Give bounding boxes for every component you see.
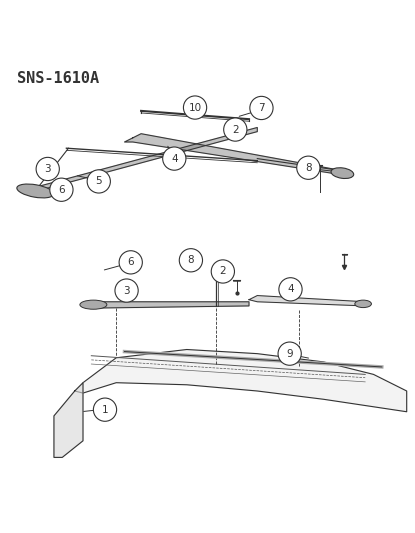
Circle shape: [50, 178, 73, 201]
Polygon shape: [91, 302, 249, 308]
Polygon shape: [249, 296, 365, 306]
Text: 3: 3: [123, 286, 130, 296]
Polygon shape: [75, 350, 407, 412]
Circle shape: [93, 398, 117, 421]
Text: 2: 2: [232, 125, 239, 134]
Text: 10: 10: [188, 102, 202, 112]
Text: 6: 6: [127, 257, 134, 268]
Circle shape: [163, 147, 186, 170]
Text: 5: 5: [95, 176, 102, 187]
Ellipse shape: [355, 300, 371, 308]
Text: 2: 2: [220, 266, 226, 277]
Circle shape: [224, 118, 247, 141]
Text: 3: 3: [44, 164, 51, 174]
Circle shape: [279, 278, 302, 301]
Circle shape: [87, 170, 110, 193]
Circle shape: [36, 157, 59, 181]
Text: 8: 8: [188, 255, 194, 265]
Polygon shape: [54, 383, 83, 457]
Text: 1: 1: [102, 405, 108, 415]
Circle shape: [278, 342, 301, 365]
Circle shape: [250, 96, 273, 119]
Polygon shape: [124, 134, 344, 175]
Text: 9: 9: [286, 349, 293, 359]
Circle shape: [297, 156, 320, 179]
Text: SNS-1610A: SNS-1610A: [17, 71, 99, 86]
Text: 4: 4: [287, 284, 294, 294]
Circle shape: [211, 260, 234, 283]
Circle shape: [183, 96, 207, 119]
Text: 6: 6: [58, 185, 65, 195]
Circle shape: [115, 279, 138, 302]
Ellipse shape: [17, 184, 54, 198]
Circle shape: [179, 249, 203, 272]
Text: 4: 4: [171, 154, 178, 164]
Polygon shape: [33, 127, 257, 194]
Circle shape: [119, 251, 142, 274]
Text: 7: 7: [258, 103, 265, 113]
Ellipse shape: [80, 300, 107, 309]
Text: 8: 8: [305, 163, 312, 173]
Ellipse shape: [331, 168, 354, 179]
